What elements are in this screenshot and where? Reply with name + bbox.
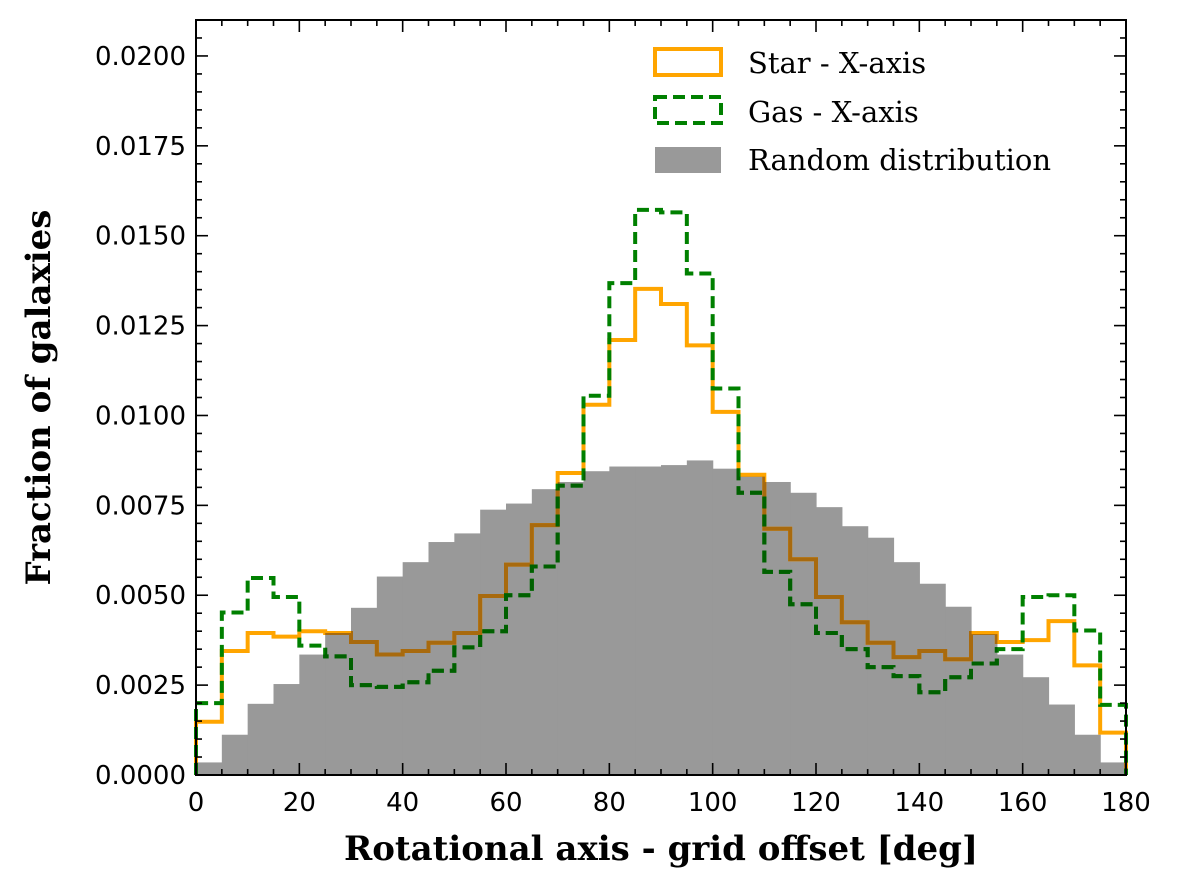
y-tick-label: 0.0175	[95, 132, 186, 162]
random-bar-105	[738, 476, 765, 775]
x-tick-label: 120	[791, 788, 841, 818]
random-bar-65	[531, 489, 559, 775]
x-tick-label: 180	[1101, 788, 1151, 818]
random-bar-135	[893, 562, 920, 775]
random-bar-0	[196, 762, 223, 775]
random-bar-60	[506, 503, 533, 775]
random-bar-165	[1048, 704, 1075, 775]
y-tick-label: 0.0025	[95, 671, 186, 701]
x-tick-label: 0	[188, 788, 205, 818]
star-x-axis-step-line-overlap	[196, 460, 1127, 775]
random-bar-160	[1022, 677, 1050, 775]
random-bar-145	[945, 606, 972, 775]
x-tick-label: 160	[998, 788, 1048, 818]
x-tick-label: 80	[593, 788, 626, 818]
random-bar-70	[557, 481, 585, 775]
y-tick-label: 0.0075	[95, 491, 186, 521]
random-bar-75	[583, 471, 610, 775]
legend: Star - X-axis Gas - X-axis Random distri…	[653, 46, 1051, 177]
random-bar-50	[454, 533, 481, 775]
legend-label-gas: Gas - X-axis	[748, 95, 919, 129]
x-tick-label: 20	[283, 788, 316, 818]
random-bar-140	[919, 583, 946, 775]
legend-label-random: Random distribution	[748, 143, 1051, 177]
random-bar-25	[325, 632, 352, 775]
x-tick-labels: 0 20 40 60 80 100 120 140 160 180	[188, 788, 1151, 818]
random-bar-55	[480, 509, 507, 775]
random-bar-85	[635, 466, 662, 775]
random-distribution-bars	[196, 460, 1127, 775]
random-bar-130	[867, 537, 895, 775]
random-bar-20	[299, 654, 326, 775]
y-tick-label: 0.0125	[95, 312, 186, 342]
legend-swatch-star	[653, 47, 723, 77]
random-bar-100	[712, 468, 740, 775]
x-tick-label: 40	[386, 788, 419, 818]
random-bar-170	[1074, 734, 1101, 775]
y-tick-label: 0.0050	[95, 581, 186, 611]
axis-ticks	[195, 19, 1127, 776]
y-tick-label: 0.0200	[95, 42, 186, 72]
gas-x-axis-step-line-overlap	[196, 460, 1127, 775]
y-tick-label: 0.0000	[95, 761, 186, 791]
random-bar-80	[609, 466, 636, 775]
x-tick-label: 140	[895, 788, 945, 818]
x-axis-label: Rotational axis - grid offset [deg]	[344, 829, 978, 869]
histogram-step-lines	[194, 207, 1128, 775]
random-bar-110	[764, 481, 791, 775]
random-bar-15	[273, 684, 300, 775]
legend-label-star: Star - X-axis	[748, 46, 926, 80]
legend-swatch-random	[655, 147, 721, 173]
y-tick-label: 0.0150	[95, 222, 186, 252]
random-bar-115	[790, 492, 817, 775]
y-tick-labels: 0.0000 0.0025 0.0050 0.0075 0.0100 0.0125 0.01…	[95, 42, 186, 791]
random-bar-40	[402, 562, 430, 775]
x-tick-label: 60	[489, 788, 522, 818]
random-bar-120	[816, 507, 843, 775]
random-bar-90	[661, 465, 688, 775]
random-bar-10	[247, 703, 275, 775]
legend-swatch-gas	[653, 95, 723, 125]
y-axis-label: Fraction of galaxies	[19, 210, 59, 586]
random-bar-45	[428, 542, 455, 775]
random-bar-155	[996, 654, 1024, 775]
random-bar-30	[351, 607, 378, 775]
random-bar-5	[221, 734, 249, 775]
random-bar-175	[1100, 762, 1127, 775]
random-bar-150	[971, 634, 998, 775]
random-bar-35	[376, 576, 404, 775]
y-tick-label: 0.0100	[95, 401, 186, 431]
x-tick-label: 100	[688, 788, 738, 818]
random-bar-95	[686, 460, 714, 775]
